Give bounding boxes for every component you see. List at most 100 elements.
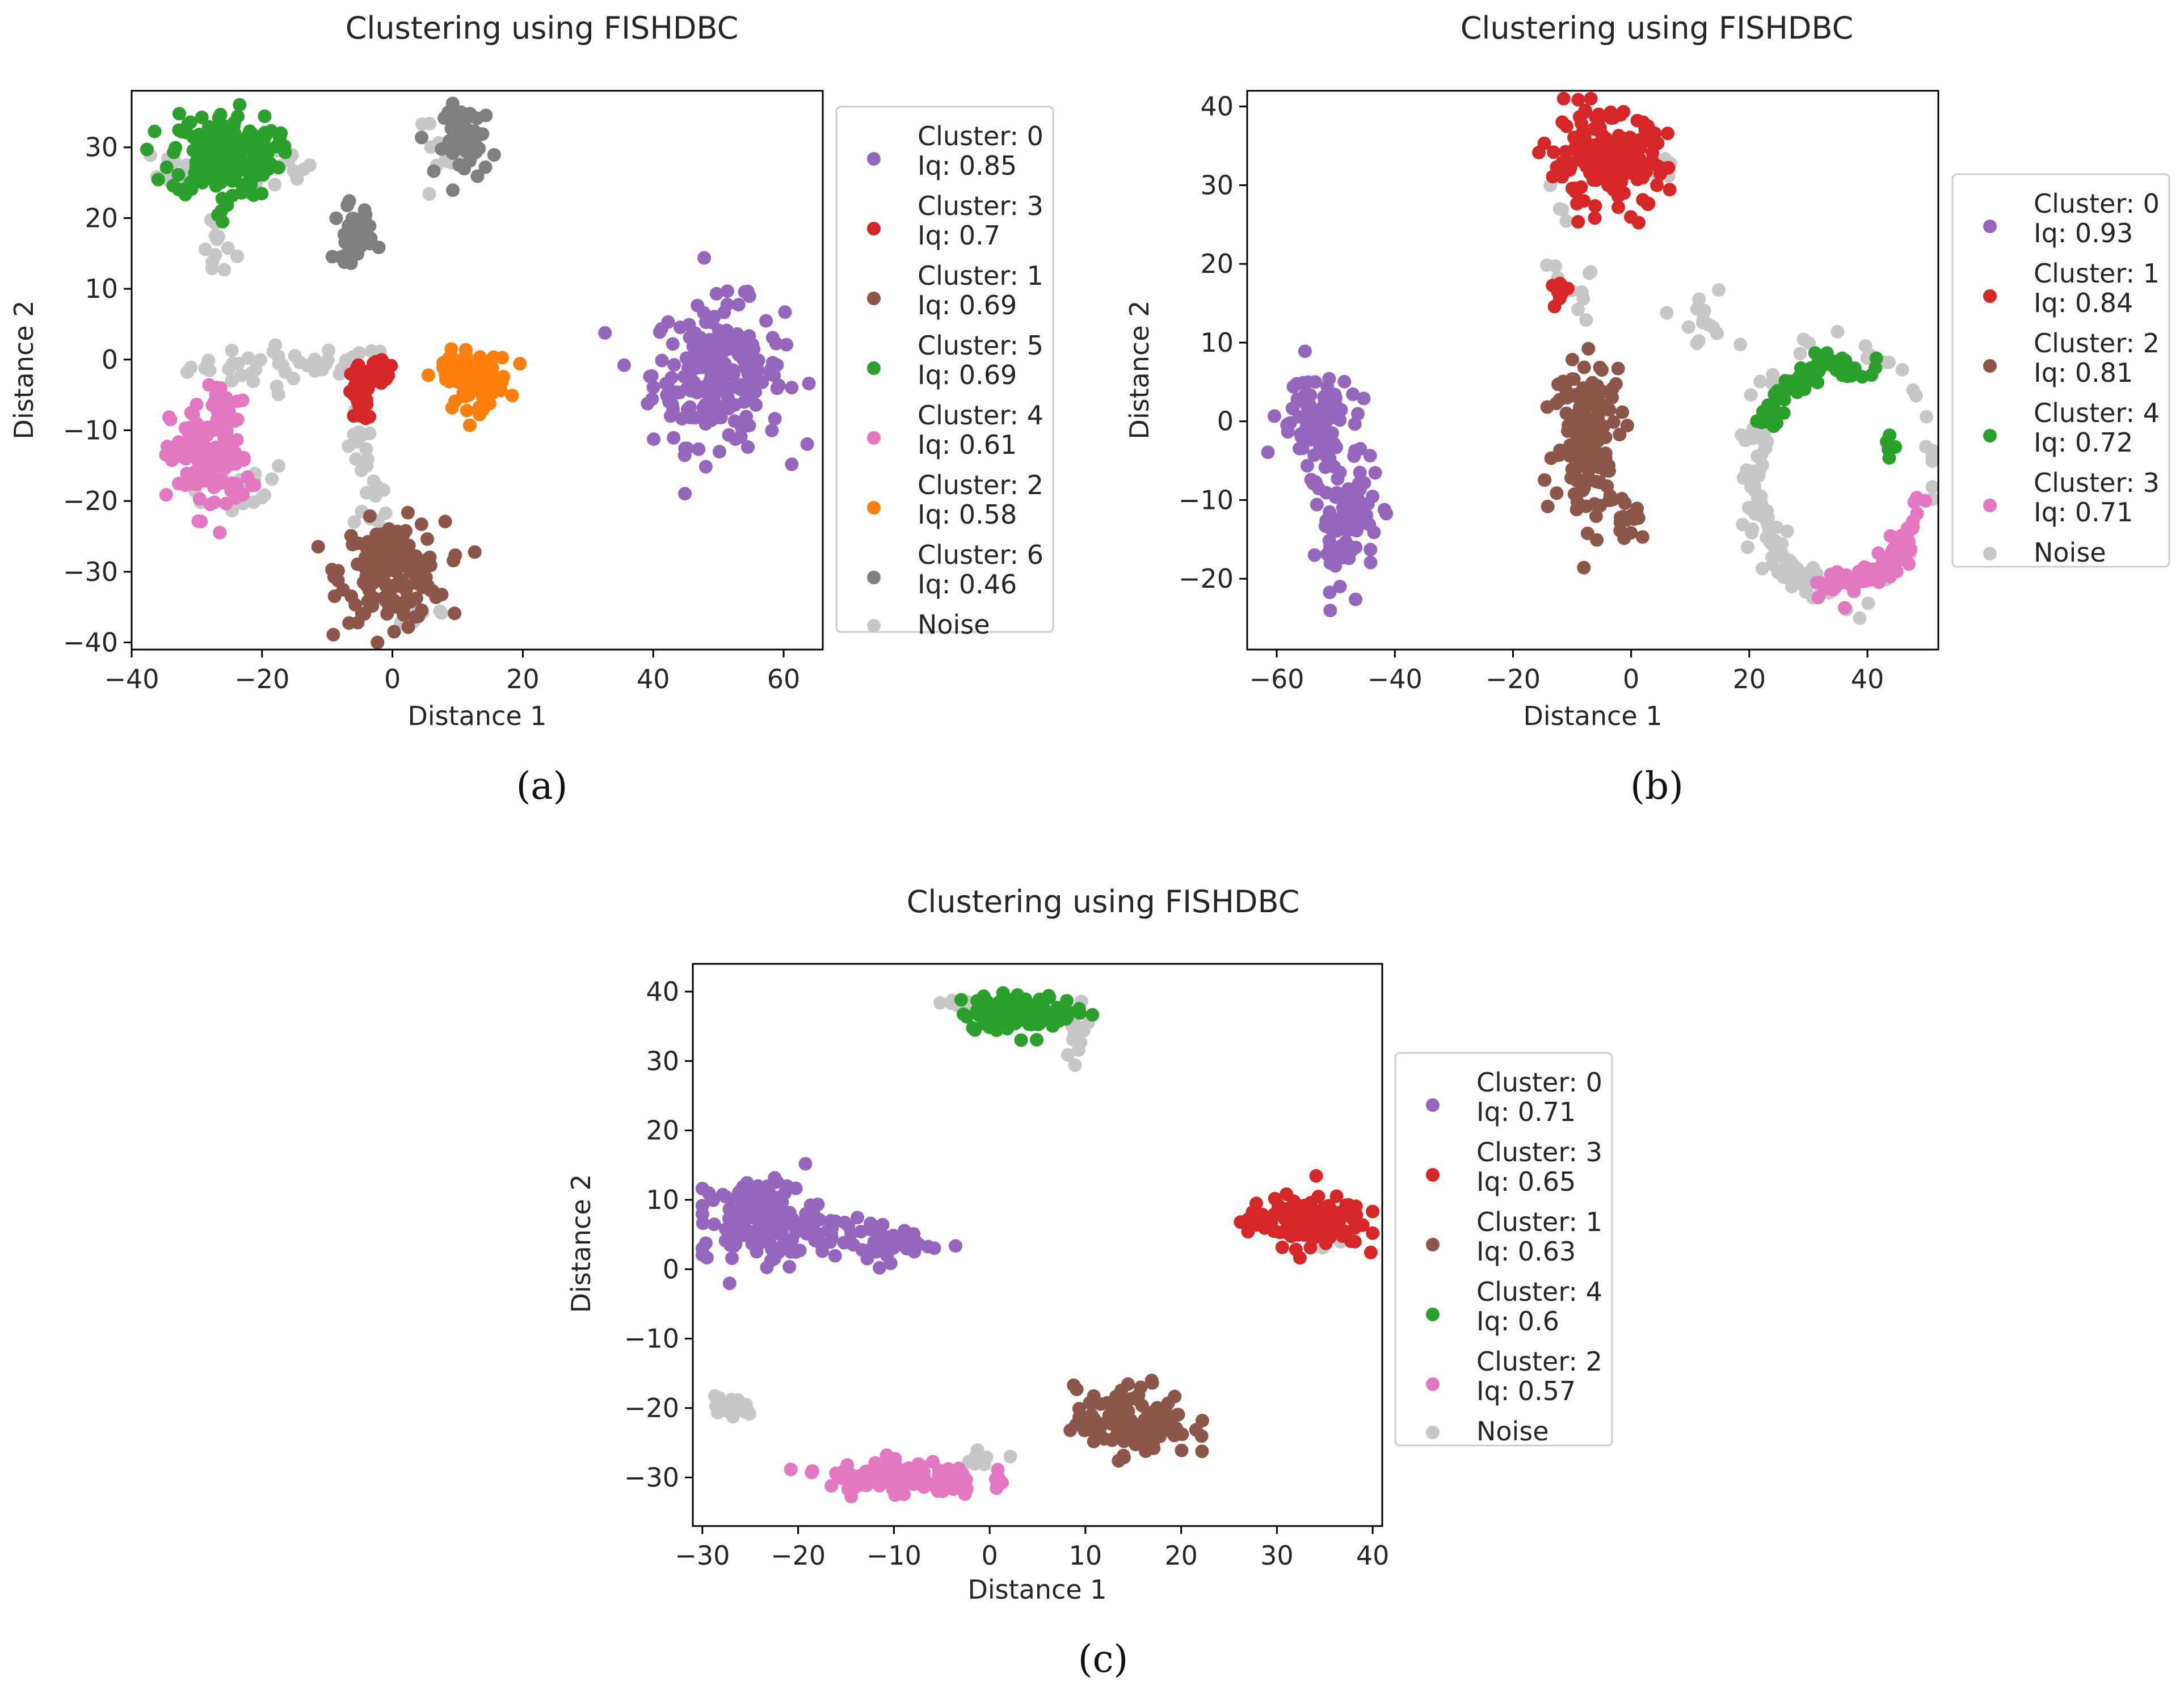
x-tick-label: 20	[1733, 664, 1766, 694]
y-tick-label: −20	[624, 1393, 679, 1423]
point-cluster-0	[745, 1237, 759, 1251]
legend-label: Cluster: 5	[918, 330, 1043, 361]
point-cluster-1	[1074, 1413, 1088, 1426]
scatter-points	[140, 96, 816, 650]
point-cluster-4	[178, 421, 192, 435]
point-cluster-0	[659, 377, 673, 391]
point-cluster-4	[168, 450, 182, 465]
legend-label: Cluster: 6	[918, 540, 1043, 570]
point-cluster-0	[1299, 420, 1314, 434]
point-cluster-0	[912, 1237, 926, 1251]
point-cluster-0	[1379, 507, 1394, 521]
point-cluster-2	[1541, 499, 1555, 513]
legend-iq: Iq: 0.69	[918, 360, 1017, 390]
point-cluster-5	[183, 115, 197, 129]
chart-panel-3: Clustering using FISHDBC −30 −20 −10 0 10 20 30…	[566, 884, 1613, 1605]
point-cluster-0	[890, 1237, 904, 1251]
point-cluster-2	[421, 368, 435, 382]
legend-label: Cluster: 3	[2034, 467, 2160, 498]
point-cluster-0	[1329, 524, 1344, 538]
point-cluster-1	[1571, 147, 1585, 161]
point-noise	[1736, 471, 1750, 485]
point-cluster-6	[338, 248, 352, 263]
legend-iq: Iq: 0.69	[918, 290, 1017, 321]
point-cluster-0	[811, 1198, 825, 1211]
legend-label: Noise	[1476, 1416, 1549, 1447]
point-cluster-4	[966, 1021, 980, 1035]
point-cluster-2	[844, 1482, 858, 1496]
point-noise	[290, 172, 304, 186]
point-cluster-3	[1322, 1199, 1336, 1213]
point-cluster-0	[1300, 399, 1314, 414]
y-tick-label: 30	[646, 1046, 679, 1076]
point-cluster-0	[759, 1192, 773, 1207]
y-tick-label: −30	[63, 557, 118, 587]
point-cluster-3	[1863, 573, 1878, 587]
point-noise	[198, 242, 212, 256]
point-cluster-5	[193, 146, 208, 160]
point-cluster-0	[702, 1186, 716, 1200]
point-noise	[962, 1455, 976, 1469]
point-noise	[1793, 347, 1807, 361]
legend-item: Cluster: 1Iq: 0.84	[1983, 258, 2160, 318]
chart-title: Clustering using FISHDBC	[907, 884, 1300, 920]
legend-item: Cluster: 1Iq: 0.69	[867, 260, 1043, 321]
point-cluster-4	[1085, 1008, 1100, 1022]
point-cluster-1	[331, 564, 345, 578]
point-cluster-0	[710, 363, 724, 377]
legend-item: Cluster: 4Iq: 0.6	[1426, 1276, 1602, 1337]
point-cluster-4	[208, 460, 222, 474]
point-noise	[217, 263, 232, 277]
point-cluster-6	[464, 124, 478, 138]
point-cluster-1	[1070, 1383, 1084, 1397]
point-cluster-0	[1323, 585, 1337, 600]
point-cluster-0	[751, 1222, 765, 1236]
point-cluster-1	[1141, 1421, 1155, 1435]
point-cluster-4	[990, 1023, 1004, 1038]
point-noise	[1710, 326, 1724, 340]
point-noise	[245, 366, 259, 380]
point-cluster-5	[166, 179, 180, 193]
point-cluster-5	[159, 160, 174, 174]
point-cluster-2	[1567, 487, 1581, 501]
point-cluster-1	[1072, 1402, 1086, 1416]
point-cluster-4	[1811, 357, 1825, 371]
point-cluster-5	[195, 111, 209, 124]
point-cluster-5	[274, 126, 288, 140]
point-cluster-3	[1828, 581, 1842, 595]
point-cluster-0	[772, 1196, 786, 1210]
point-cluster-0	[742, 289, 756, 303]
y-tick-label: −20	[63, 486, 118, 516]
point-cluster-1	[376, 572, 390, 586]
point-cluster-2	[1595, 363, 1609, 377]
point-cluster-1	[1117, 1416, 1131, 1430]
point-cluster-0	[740, 1223, 754, 1237]
point-cluster-0	[1320, 380, 1335, 394]
point-cluster-1	[1141, 1407, 1155, 1421]
x-tick-label: 0	[1623, 664, 1639, 694]
point-cluster-4	[977, 1017, 991, 1031]
point-noise	[308, 352, 322, 366]
x-tick-label: −60	[1249, 664, 1304, 694]
point-cluster-5	[195, 136, 209, 150]
point-cluster-0	[1310, 498, 1324, 512]
point-cluster-2	[1552, 393, 1567, 407]
point-noise	[1712, 283, 1726, 297]
legend-iq: Iq: 0.61	[918, 429, 1017, 460]
point-cluster-2	[513, 357, 527, 371]
point-cluster-0	[721, 402, 735, 416]
point-cluster-3	[1325, 1212, 1340, 1226]
point-cluster-1	[1554, 277, 1568, 291]
point-cluster-3	[1890, 564, 1904, 579]
legend-label: Noise	[918, 609, 990, 640]
point-cluster-1	[1661, 127, 1674, 141]
point-cluster-2	[868, 1456, 882, 1470]
point-cluster-2	[899, 1472, 914, 1485]
point-cluster-0	[775, 1225, 789, 1240]
legend-label: Cluster: 3	[918, 191, 1043, 221]
point-cluster-4	[1882, 451, 1896, 465]
point-cluster-0	[813, 1213, 827, 1227]
point-cluster-0	[769, 336, 783, 351]
point-cluster-0	[1307, 448, 1321, 462]
point-cluster-4	[970, 994, 984, 1008]
